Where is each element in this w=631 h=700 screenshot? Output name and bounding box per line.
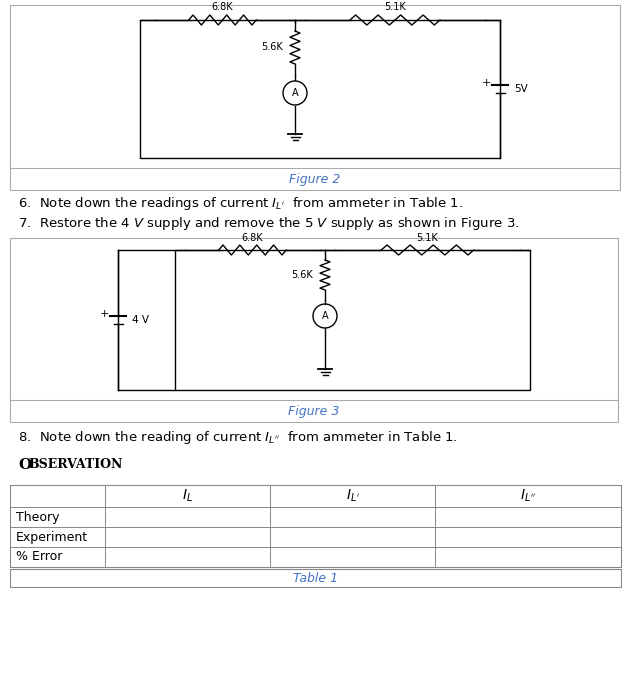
Text: 7.  Restore the 4 $V$ supply and remove the 5 $V$ supply as shown in Figure 3.: 7. Restore the 4 $V$ supply and remove t… — [18, 216, 519, 232]
Bar — [10, 569, 621, 587]
Text: 5.1K: 5.1K — [384, 2, 406, 12]
Text: 6.8K: 6.8K — [242, 233, 263, 243]
Bar — [10, 485, 621, 567]
Text: % Error: % Error — [16, 550, 62, 564]
Text: +: + — [99, 309, 109, 319]
Text: 5.1K: 5.1K — [416, 233, 439, 243]
Text: Table 1: Table 1 — [293, 571, 338, 584]
Text: 6.  Note down the readings of current $I_{L'}$  from ammeter in Table 1.: 6. Note down the readings of current $I_… — [18, 195, 463, 213]
Text: Experiment: Experiment — [16, 531, 88, 543]
Text: Theory: Theory — [16, 510, 59, 524]
Text: Figure 2: Figure 2 — [289, 172, 341, 186]
Circle shape — [313, 304, 337, 328]
Text: 5V: 5V — [514, 84, 528, 94]
Text: 8.  Note down the reading of current $I_{L''}$  from ammeter in Table 1.: 8. Note down the reading of current $I_{… — [18, 430, 457, 447]
Text: A: A — [322, 311, 328, 321]
Text: 4 V: 4 V — [132, 315, 149, 325]
Text: +: + — [481, 78, 491, 88]
Bar — [140, 20, 500, 158]
Text: 5.6K: 5.6K — [261, 43, 283, 52]
Bar — [10, 238, 618, 422]
Text: Figure 3: Figure 3 — [288, 405, 339, 417]
Text: BSERVATION: BSERVATION — [28, 458, 122, 472]
Text: O: O — [18, 458, 32, 472]
Text: 5.6K: 5.6K — [292, 270, 313, 280]
Bar — [10, 5, 620, 190]
Text: 6.8K: 6.8K — [211, 2, 233, 12]
Bar — [175, 250, 530, 390]
Circle shape — [283, 81, 307, 105]
Text: $I_L$: $I_L$ — [182, 488, 193, 504]
Text: A: A — [292, 88, 298, 98]
Text: $I_{L''}$: $I_{L''}$ — [520, 488, 536, 504]
Text: $I_{L'}$: $I_{L'}$ — [346, 488, 360, 504]
